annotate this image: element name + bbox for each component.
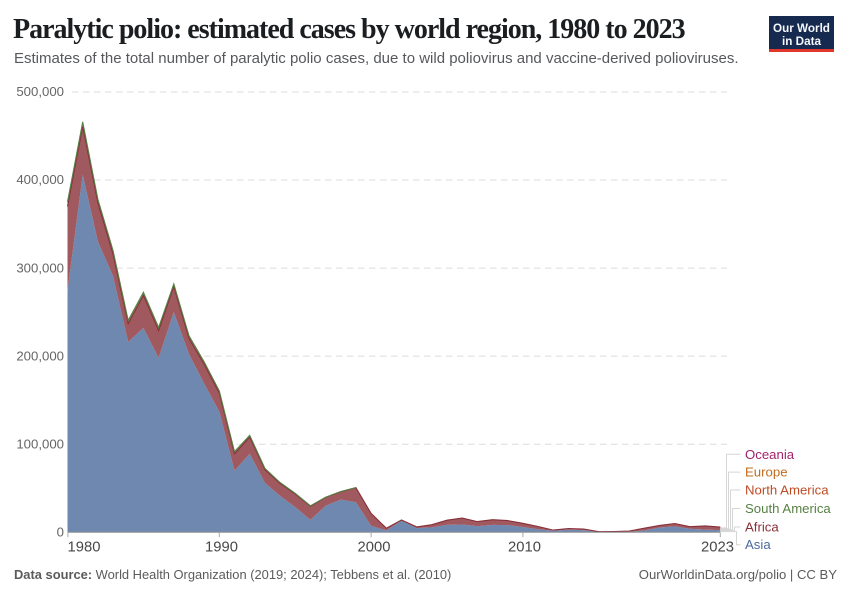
svg-text:400,000: 400,000 — [16, 172, 64, 187]
svg-text:Europe: Europe — [745, 465, 788, 480]
svg-text:North America: North America — [745, 483, 829, 498]
svg-text:2010: 2010 — [508, 539, 541, 555]
svg-text:Oceania: Oceania — [745, 447, 795, 462]
svg-text:Asia: Asia — [745, 537, 771, 552]
svg-text:1980: 1980 — [68, 539, 101, 555]
svg-text:500,000: 500,000 — [16, 84, 64, 99]
svg-text:100,000: 100,000 — [16, 436, 64, 451]
svg-text:0: 0 — [57, 524, 64, 539]
svg-text:South America: South America — [745, 501, 831, 516]
svg-text:300,000: 300,000 — [16, 260, 64, 275]
svg-text:2000: 2000 — [358, 539, 391, 555]
svg-text:200,000: 200,000 — [16, 348, 64, 363]
svg-text:1990: 1990 — [205, 539, 238, 555]
svg-text:Africa: Africa — [745, 520, 779, 535]
svg-text:2023: 2023 — [701, 539, 734, 555]
